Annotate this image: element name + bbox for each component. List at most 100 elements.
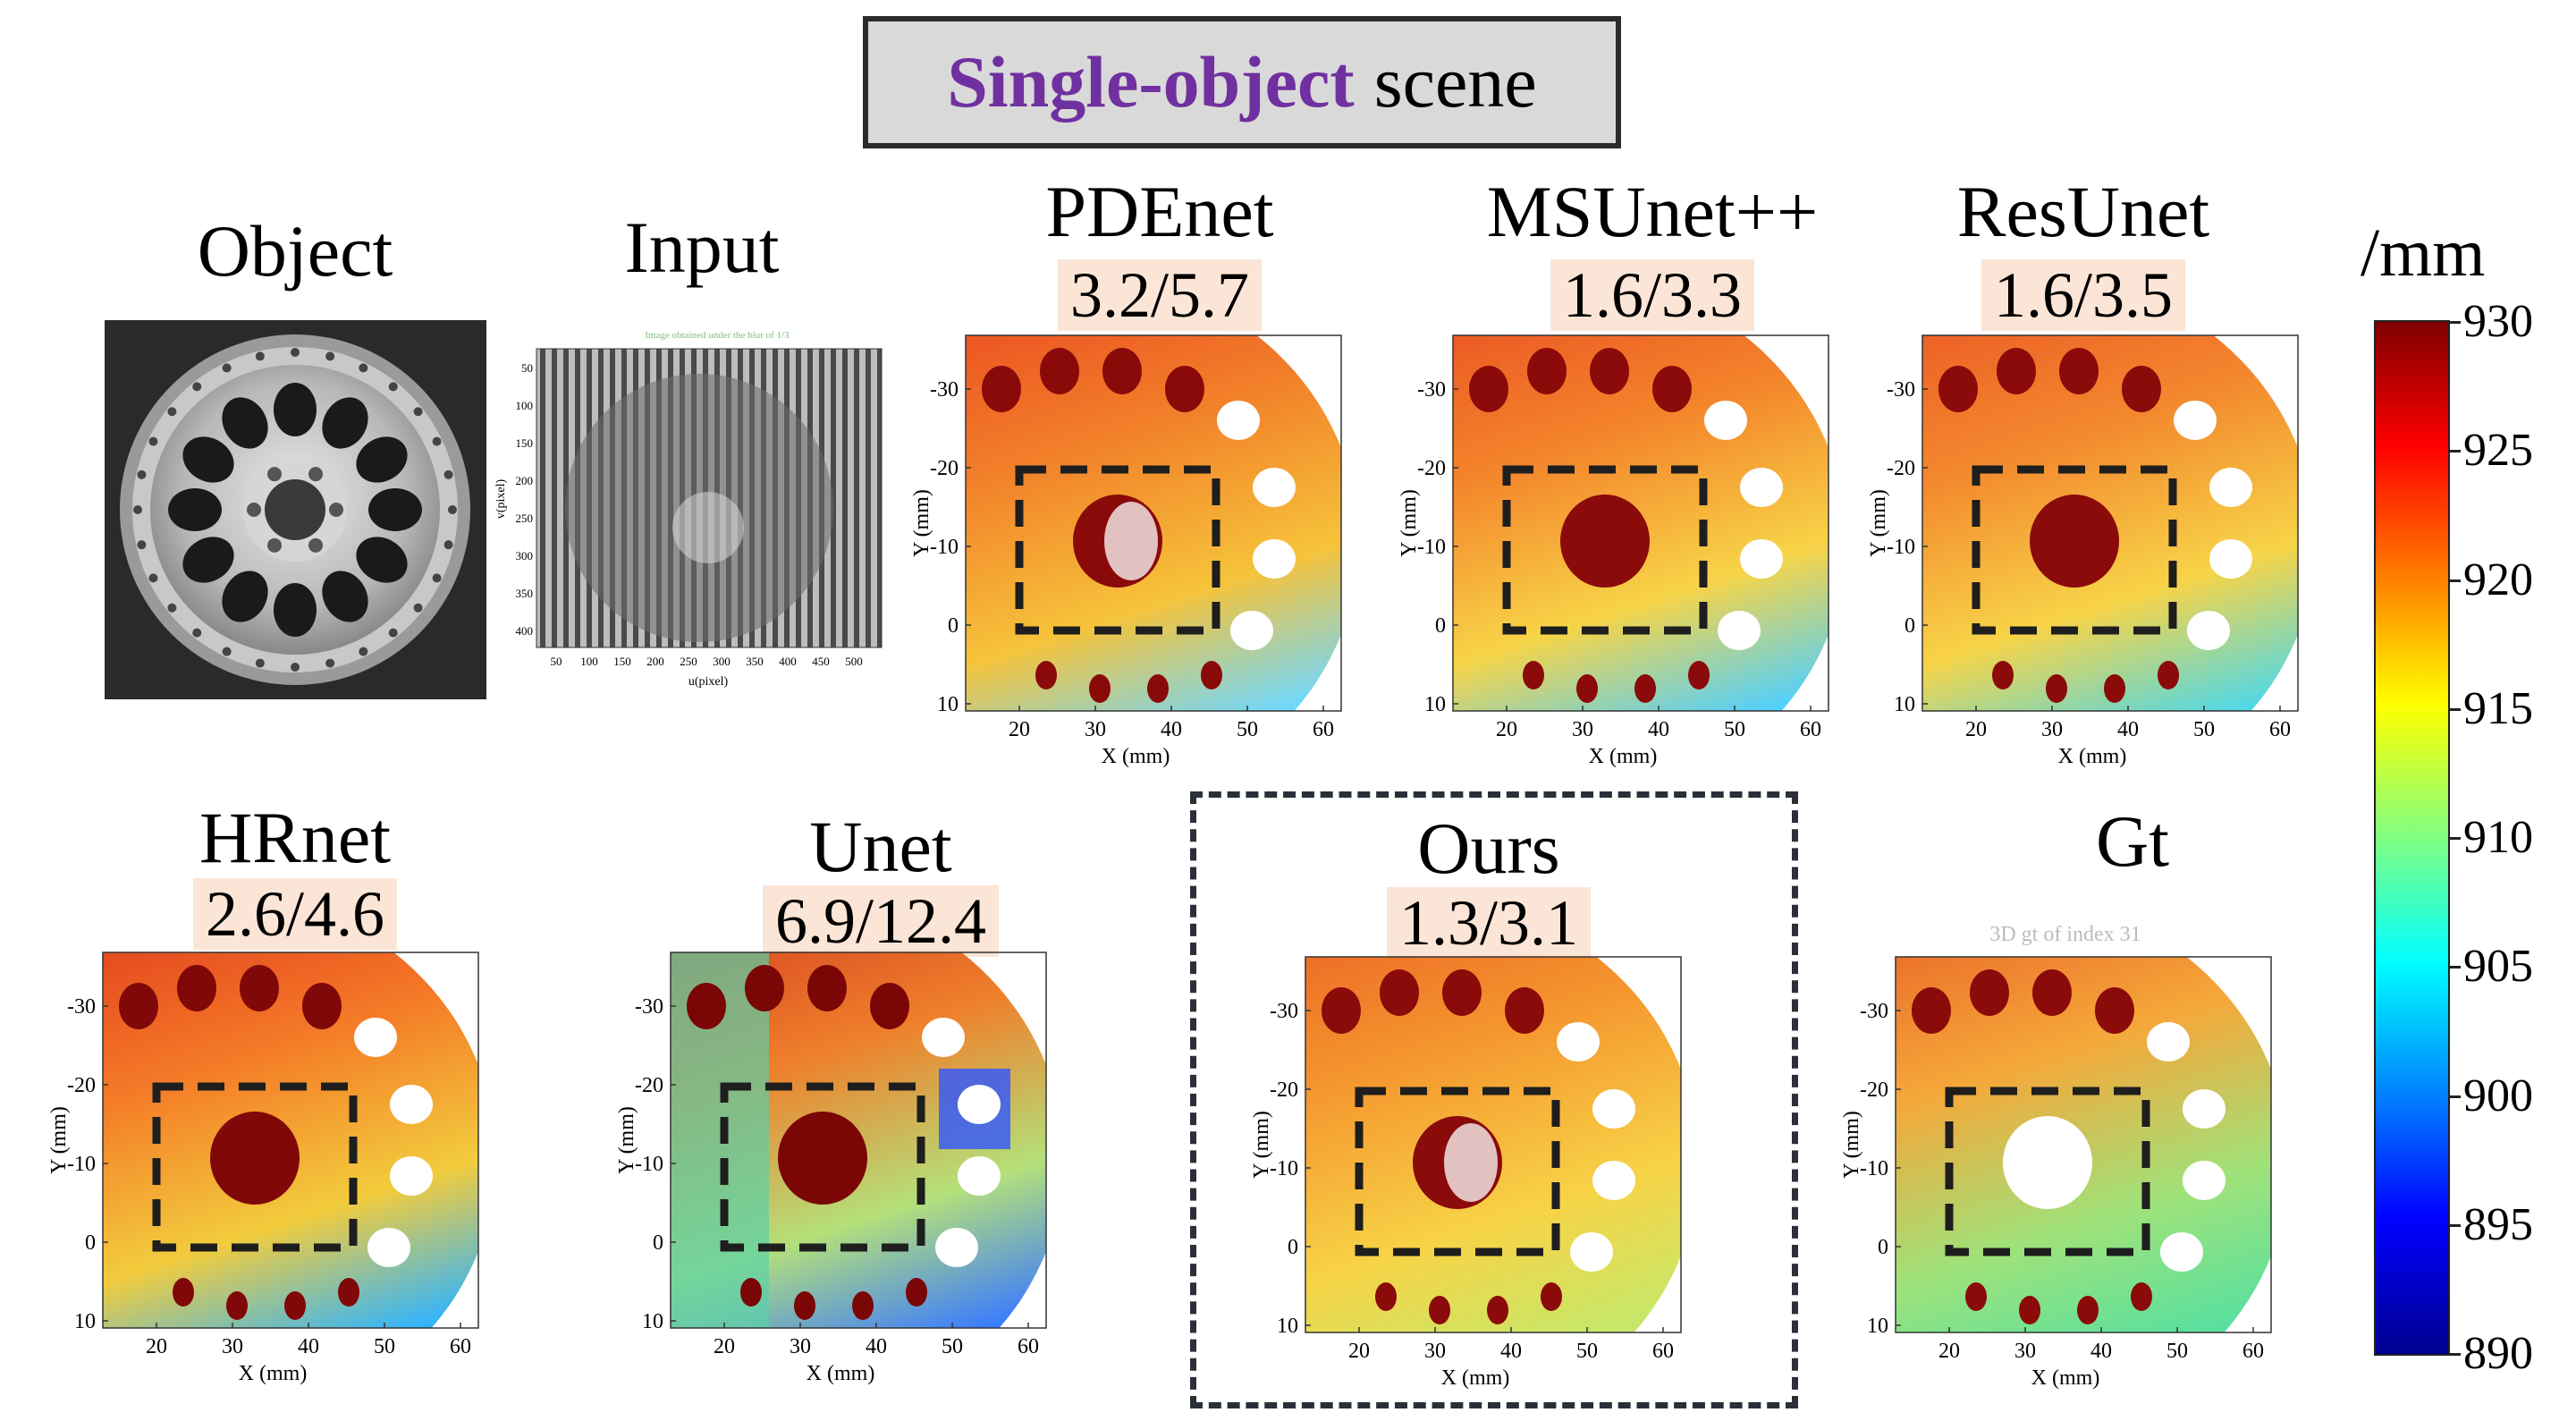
input-ytick: 50	[521, 361, 533, 375]
ytick-label: -30	[1417, 378, 1446, 402]
xtick-label: 40	[1500, 1340, 1522, 1363]
xlabel: X (mm)	[2058, 745, 2127, 768]
input-ytick: 300	[516, 549, 534, 562]
input-xtick: 350	[746, 655, 764, 668]
xtick-label: 30	[790, 1335, 811, 1358]
colorbar-tick-label: 905	[2463, 941, 2533, 993]
xtick-label: 50	[1724, 718, 1745, 741]
ytick-label: 0	[948, 614, 959, 638]
ytick-label: -20	[1417, 457, 1446, 480]
xtick-label: 30	[2014, 1340, 2036, 1363]
input-label: Input	[624, 207, 780, 288]
ytick-label: -30	[1270, 1000, 1298, 1023]
ytick-label: -10	[1887, 536, 1915, 559]
input-xtick: 450	[812, 655, 830, 668]
ytick-label: -30	[1887, 378, 1915, 402]
input-ytick: 400	[516, 624, 534, 638]
xtick-label: 60	[1652, 1340, 1674, 1363]
ylabel: Y (mm)	[1399, 489, 1421, 557]
colorbar	[2374, 320, 2450, 1356]
ytick-label: -20	[1270, 1078, 1298, 1102]
input-ylabel: v(pixel)	[494, 479, 508, 520]
hrnet-score: 2.6/4.6	[192, 878, 398, 950]
colorbar-tickmark	[2448, 1353, 2461, 1356]
msunet-score: 1.6/3.3	[1550, 259, 1755, 331]
ours-score: 1.3/3.1	[1386, 887, 1592, 959]
ytick-label: -20	[1860, 1078, 1888, 1102]
xtick-label: 60	[1313, 718, 1334, 741]
unet-score: 6.9/12.4	[762, 885, 1000, 957]
xtick-label: 40	[2117, 718, 2139, 741]
ytick-label: -10	[930, 536, 959, 559]
xtick-label: 30	[222, 1335, 243, 1358]
ytick-label: 10	[1424, 693, 1446, 716]
ytick-label: 0	[1288, 1236, 1298, 1259]
colorbar-tickmark	[2448, 966, 2461, 969]
input-xtick: 200	[646, 655, 664, 668]
xtick-label: 40	[2090, 1340, 2112, 1363]
ytick-label: 10	[1867, 1315, 1888, 1338]
hrnet-label: HRnet	[198, 797, 392, 878]
xtick-label: 60	[2269, 718, 2291, 741]
xtick-label: 60	[450, 1335, 471, 1358]
ytick-label: 0	[1905, 614, 1915, 638]
colorbar-tickmark	[2448, 707, 2461, 711]
ours-depth-plot: -30 -20 -10 0 10 20 30 40 50 60 X (mm) Y (mm)	[1252, 956, 1682, 1390]
ylabel: Y (mm)	[617, 1106, 638, 1174]
colorbar-tick-label: 895	[2463, 1198, 2533, 1250]
colorbar-tickmark	[2448, 450, 2461, 453]
ytick-label: -20	[930, 457, 959, 480]
colorbar-tick-label: 900	[2463, 1070, 2533, 1121]
ytick-label: -20	[1887, 457, 1915, 480]
xlabel: X (mm)	[1589, 745, 1658, 768]
xlabel: X (mm)	[2031, 1366, 2100, 1390]
resunet-score: 1.6/3.5	[1981, 259, 2186, 331]
colorbar-tick-label: 890	[2463, 1328, 2533, 1379]
gt-label: Gt	[2096, 800, 2169, 882]
colorbar-tickmark	[2448, 1095, 2461, 1098]
msunet-depth-plot: -30 -20 -10 0 10 20 30 40 50 60 X (mm) Y (mm)	[1399, 334, 1829, 768]
xtick-label: 20	[1009, 718, 1030, 741]
ytick-label: 10	[642, 1310, 663, 1333]
input-plot-title: Image obtained under the blur of 1/3	[645, 330, 790, 341]
ytick-label: 10	[1277, 1315, 1298, 1338]
xtick-label: 30	[1572, 718, 1593, 741]
ytick-label: 0	[1878, 1236, 1888, 1259]
ylabel: Y (mm)	[1252, 1111, 1273, 1179]
xtick-label: 50	[2193, 718, 2215, 741]
xtick-label: 50	[942, 1335, 963, 1358]
xtick-label: 50	[1237, 718, 1258, 741]
title-rest: scene	[1373, 41, 1537, 123]
xtick-label: 60	[1800, 718, 1821, 741]
xtick-label: 60	[1018, 1335, 1039, 1358]
xtick-label: 50	[374, 1335, 395, 1358]
input-ytick: 150	[516, 436, 534, 450]
ytick-label: 0	[1435, 614, 1446, 638]
xtick-label: 30	[1085, 718, 1106, 741]
input-xtick: 400	[779, 655, 797, 668]
colorbar-tick-label: 930	[2463, 296, 2533, 347]
ytick-label: -10	[635, 1153, 663, 1176]
xtick-label: 40	[1161, 718, 1182, 741]
unet-depth-plot: -30 -20 -10 0 10 20 30 40 50 60 X (mm) Y (mm)	[617, 952, 1047, 1385]
input-xlabel: u(pixel)	[688, 675, 729, 689]
xtick-label: 60	[2242, 1340, 2264, 1363]
xtick-label: 20	[146, 1335, 167, 1358]
ytick-label: -30	[1860, 1000, 1888, 1023]
ytick-label: -30	[930, 378, 959, 402]
ytick-label: -10	[1270, 1157, 1298, 1180]
unet-label: Unet	[809, 806, 952, 887]
pdenet-depth-plot: -30 -20 -10 0 10 20 30 40 50 60 X (mm) Y (mm)	[912, 334, 1342, 768]
ytick-label: 0	[653, 1231, 663, 1255]
ytick-label: -20	[635, 1074, 663, 1097]
pdenet-score: 3.2/5.7	[1057, 259, 1263, 331]
ylabel: Y (mm)	[1869, 489, 1890, 557]
xtick-label: 30	[2041, 718, 2063, 741]
pdenet-label: PDEnet	[1045, 171, 1274, 252]
colorbar-tickmark	[2448, 321, 2461, 324]
object-label: Object	[197, 210, 393, 292]
xtick-label: 40	[866, 1335, 887, 1358]
xtick-label: 40	[298, 1335, 319, 1358]
scene-title-box: Single-object scene	[863, 16, 1621, 148]
ours-highlight-box	[1190, 791, 1798, 1408]
